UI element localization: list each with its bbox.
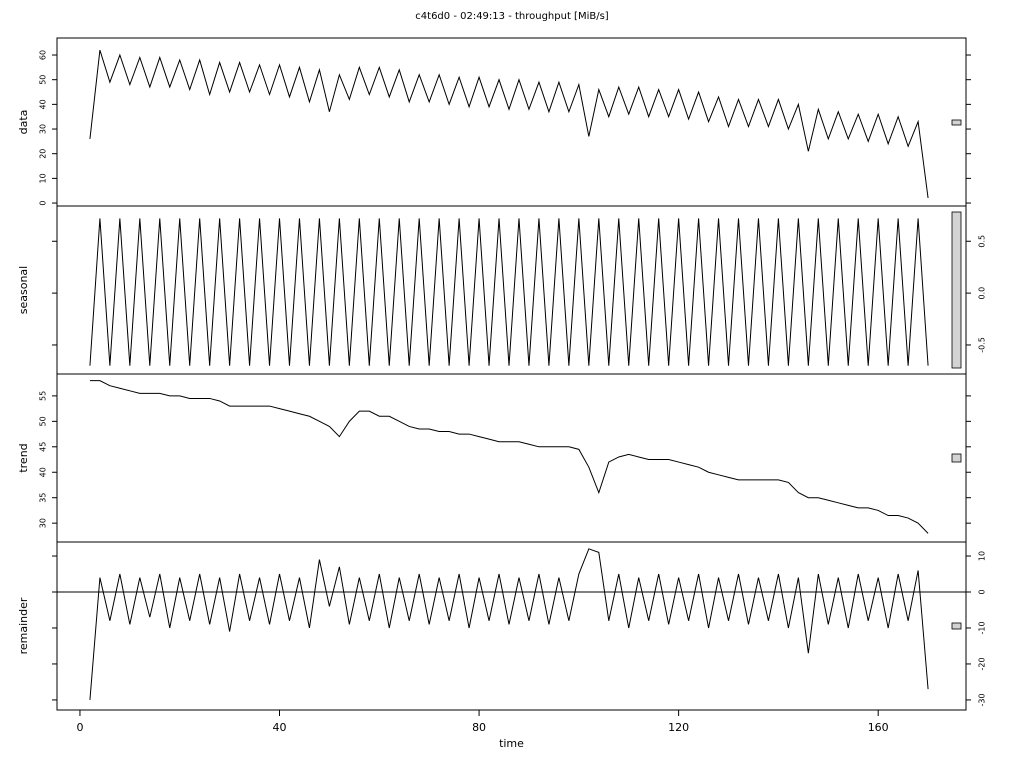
- y-axis-label: seasonal: [17, 266, 30, 314]
- range-bar: [951, 119, 962, 126]
- y-axis-label: trend: [17, 443, 30, 472]
- y-tick-label: 30: [39, 518, 48, 528]
- y-tick-label: 40: [39, 467, 48, 477]
- y-tick-label: 45: [39, 442, 48, 452]
- y-tick-label: 0: [39, 200, 48, 205]
- y-tick-label: 30: [39, 124, 48, 134]
- y-tick-label: 0.5: [978, 235, 987, 248]
- y-tick-label: 55: [39, 391, 48, 401]
- y-tick-label: 0.0: [978, 287, 987, 300]
- y-tick-label: -30: [978, 693, 987, 706]
- y-tick-label: 10: [978, 551, 987, 561]
- y-axis-label: data: [17, 110, 30, 135]
- range-bar: [951, 622, 962, 630]
- y-tick-label: -0.5: [978, 337, 987, 353]
- range-bar: [951, 453, 962, 463]
- panel-frame: [56, 37, 967, 207]
- y-tick-label: 0: [978, 589, 987, 594]
- y-tick-label: 10: [39, 173, 48, 183]
- series-line: [89, 548, 929, 700]
- y-tick-label: -20: [978, 657, 987, 670]
- y-tick-label: 40: [39, 99, 48, 109]
- series-line: [89, 218, 929, 366]
- x-tick-label: 120: [668, 721, 689, 734]
- y-tick-label: 20: [39, 149, 48, 159]
- x-tick-label: 80: [472, 721, 486, 734]
- panel-frame: [56, 541, 967, 711]
- x-axis-label: time: [499, 737, 524, 750]
- y-axis-label: remainder: [17, 597, 30, 654]
- range-bar: [951, 211, 962, 369]
- y-tick-label: 50: [39, 75, 48, 85]
- panel-frame: [56, 373, 967, 543]
- y-tick-label: 60: [39, 50, 48, 60]
- x-tick-label: 40: [273, 721, 287, 734]
- series-line: [89, 49, 929, 199]
- chart-title: c4t6d0 - 02:49:13 - throughput [MiB/s]: [415, 11, 609, 22]
- y-tick-label: 50: [39, 416, 48, 426]
- x-tick-label: 160: [868, 721, 889, 734]
- series-line: [89, 380, 929, 534]
- y-tick-label: 35: [39, 493, 48, 503]
- x-tick-label: 0: [76, 721, 83, 734]
- y-tick-label: -10: [978, 621, 987, 634]
